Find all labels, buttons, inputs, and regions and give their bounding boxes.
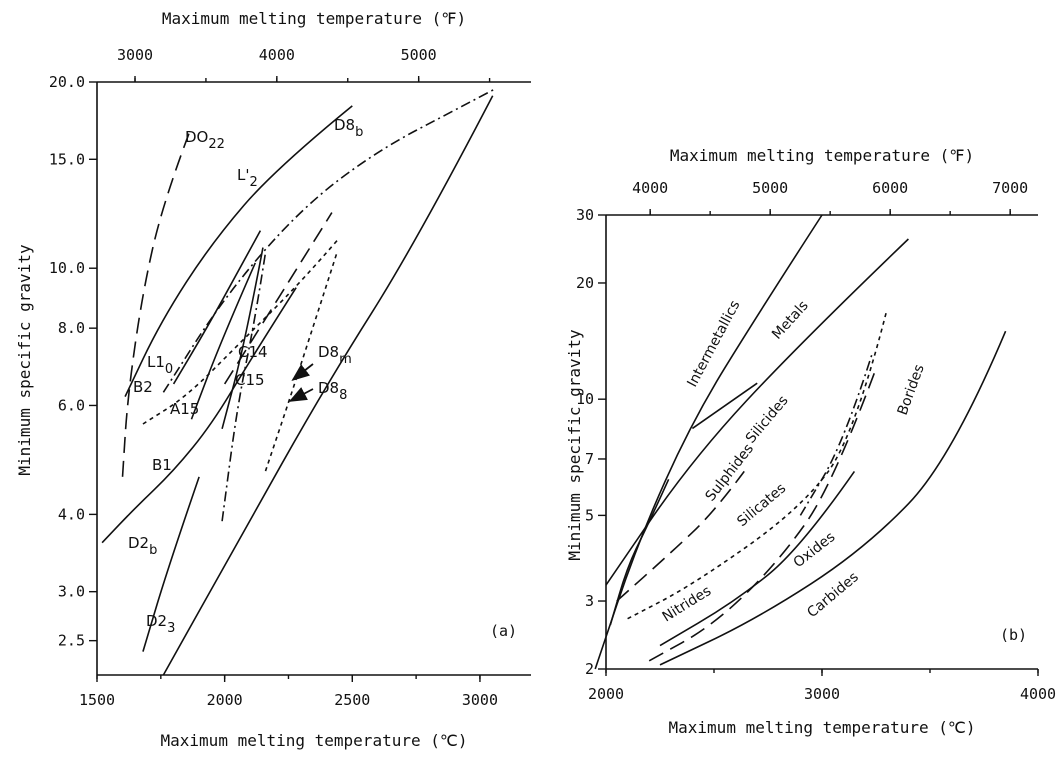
y-tick-label: 10 (576, 390, 594, 408)
curve-label-b1: B1 (152, 456, 172, 474)
annotation-arrow-d88 (288, 387, 314, 402)
panel-b: 2000 3000 4000 4000 5000 6000 7000 2 3 5 7 10 20 30 Ma… (565, 146, 1056, 737)
curve-label-borides: Borides (895, 362, 928, 417)
x-tick-label: 3000 (804, 685, 840, 703)
curve-borides (799, 354, 873, 516)
x-tick-label: 2000 (207, 691, 243, 709)
y-axis-title: Minimum specific gravity (15, 244, 34, 476)
y-tick-label: 2.5 (58, 632, 85, 650)
curve-l10 (172, 230, 262, 385)
curve-b1 (101, 287, 297, 544)
curve-label-sulphides: Sulphides (703, 441, 758, 505)
curve-d88 (264, 252, 338, 472)
curve-label-metals: Metals (769, 298, 812, 343)
curve-d8b (162, 88, 496, 393)
curve-label-do22: DO22 (185, 128, 225, 152)
y-axis-title: Minimum specific gravity (565, 329, 584, 561)
y-tick-label: 20 (576, 274, 594, 292)
curve-label-l-12: L'2 (237, 166, 258, 190)
curve-label-d23: D23 (146, 612, 175, 636)
curve-label-silicides: Silicides (743, 393, 792, 447)
annotation-d8m: D8m (318, 343, 352, 367)
x-tick-label: 2000 (588, 685, 624, 703)
curve-label-silicates: Silicates (734, 480, 789, 530)
curve-label-d2b: D2b (128, 534, 157, 558)
panel-tag: (a) (490, 622, 517, 640)
curve-label-c15: C15 (235, 371, 265, 389)
curve-silicates (616, 470, 745, 602)
curve-c14 (221, 247, 264, 430)
x2-tick-label: 5000 (401, 46, 437, 64)
curve-l-12 (124, 105, 353, 397)
x2-tick-label: 4000 (632, 179, 668, 197)
y-tick-label: 4.0 (58, 505, 85, 523)
curve-label-c14: C14 (238, 343, 268, 361)
curve-label-d8b: D8b (334, 116, 363, 140)
curve-label-intermetallics: Intermetallics (684, 298, 743, 390)
curve-silicides (691, 382, 758, 430)
y-tick-label: 6.0 (58, 396, 85, 414)
y-tick-label: 3.0 (58, 583, 85, 601)
curve-d23 (162, 95, 494, 676)
curve-label-a15: A15 (170, 400, 199, 418)
y-tick-label: 8.0 (58, 319, 85, 337)
curve-oxides (648, 368, 877, 662)
curve-a15 (190, 262, 257, 420)
x2-tick-label: 5000 (752, 179, 788, 197)
y-tick-label: 20.0 (49, 73, 85, 91)
x2-tick-label: 4000 (259, 46, 295, 64)
curve-d8m (223, 212, 333, 385)
annotation-d88: D88 (318, 379, 347, 403)
x-tick-label: 2500 (334, 691, 370, 709)
y-tick-label: 3 (585, 592, 594, 610)
curve-metals (605, 238, 909, 586)
curve-oxides-upper (659, 470, 856, 647)
curve-d2b (142, 476, 200, 652)
panel-a: 1500 2000 2500 3000 3000 4000 5000 2.5 3.0 4.0 6.0… (15, 9, 531, 750)
x-tick-label: 3000 (462, 691, 498, 709)
panel-tag: (b) (1000, 626, 1027, 644)
curve-carbides (659, 330, 1007, 666)
y-tick-label: 5 (585, 506, 594, 524)
y-tick-label: 10.0 (49, 259, 85, 277)
x2-axis-title: Maximum melting temperature (℉) (670, 146, 974, 165)
curve-label-carbides: Carbides (804, 569, 862, 621)
curve-intermetallics (594, 214, 823, 670)
x2-tick-label: 3000 (117, 46, 153, 64)
curve-label-b2: B2 (133, 378, 153, 396)
x-tick-label: 4000 (1020, 685, 1056, 703)
y-tick-label: 7 (585, 450, 594, 468)
y-tick-label: 30 (576, 206, 594, 224)
curve-label-l10: L10 (147, 353, 173, 377)
x-tick-label: 1500 (79, 691, 115, 709)
annotation-arrow-d8m (291, 363, 314, 381)
curve-nitrides (627, 310, 888, 620)
y-tick-label: 15.0 (49, 150, 85, 168)
x-axis-title: Maximum melting temperature (℃) (161, 731, 468, 750)
x-axis-title: Maximum melting temperature (℃) (669, 718, 976, 737)
curve-do22 (121, 133, 190, 477)
x2-tick-label: 7000 (992, 179, 1028, 197)
x2-tick-label: 6000 (872, 179, 908, 197)
y-tick-label: 2 (585, 660, 594, 678)
x2-axis-title: Maximum melting temperature (℉) (162, 9, 466, 28)
curve-sulphides (609, 478, 670, 626)
curve-c15 (221, 252, 267, 522)
